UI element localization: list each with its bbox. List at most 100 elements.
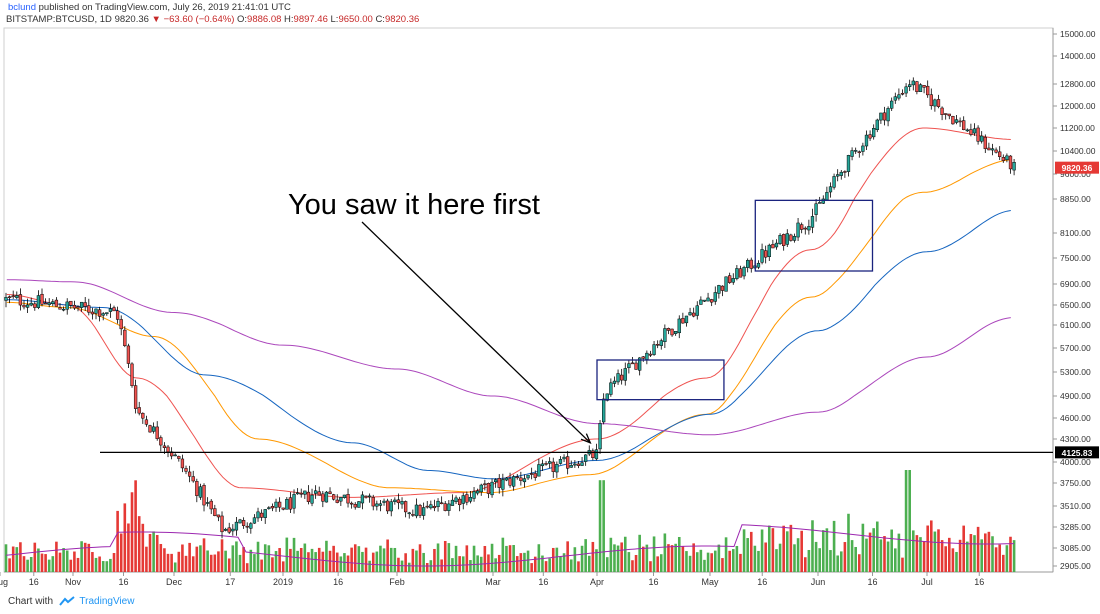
volume-bar <box>879 539 883 572</box>
volume-bar <box>80 541 83 572</box>
candle-body <box>195 481 199 496</box>
candle-body <box>868 134 872 139</box>
candle-body <box>303 490 307 495</box>
candle-body <box>4 297 8 301</box>
volume-bar <box>476 555 479 572</box>
y-tick-label: 4600.00 <box>1060 413 1091 423</box>
volume-bar <box>267 545 271 572</box>
candle-body <box>706 297 710 302</box>
volume-bar <box>537 544 541 572</box>
volume-bar <box>775 549 778 572</box>
volume-bar <box>602 480 605 572</box>
volume-bar <box>659 554 663 572</box>
candle-body <box>785 233 789 245</box>
candle-body <box>342 494 347 498</box>
candle-body <box>900 92 905 95</box>
candle-body <box>245 525 249 528</box>
volume-bar <box>11 546 15 572</box>
volume-bar <box>483 545 487 572</box>
candle-body <box>310 494 314 504</box>
volume-bar <box>638 534 641 572</box>
volume-bar <box>843 542 847 572</box>
volume-bar <box>285 537 289 572</box>
candle-body <box>792 236 797 241</box>
x-tick-label: 16 <box>538 577 548 587</box>
candle-body <box>652 344 656 355</box>
volume-bar <box>577 561 580 572</box>
volume-bar <box>195 546 199 572</box>
volume-bar <box>523 552 526 572</box>
volume-bar <box>821 530 825 572</box>
candle-body <box>475 490 480 494</box>
volume-bar <box>695 552 699 572</box>
y-tick-label: 15000.00 <box>1060 29 1096 39</box>
candle-body <box>879 112 883 121</box>
volume-bar <box>685 551 688 572</box>
candle-body <box>886 108 890 122</box>
volume-bar <box>940 540 944 572</box>
volume-bar <box>166 553 170 572</box>
volume-bar <box>778 543 782 572</box>
tradingview-brand[interactable]: TradingView <box>79 596 135 607</box>
candle-body <box>810 216 815 228</box>
volume-bar <box>937 529 940 572</box>
candle-body <box>580 462 584 466</box>
candle-body <box>710 299 714 303</box>
y-tick-label: 3085.00 <box>1060 543 1091 553</box>
candle-body <box>389 501 393 512</box>
volume-bar <box>1001 554 1005 572</box>
volume-bar <box>854 546 857 572</box>
candle-body <box>612 380 617 384</box>
volume-bar <box>472 545 476 572</box>
volume-bar <box>335 552 339 572</box>
volume-bar <box>8 558 11 572</box>
candle-body <box>738 268 743 278</box>
last-price-tag <box>1055 161 1099 174</box>
candle-body <box>126 345 131 364</box>
volume-bar <box>368 560 371 572</box>
candle-body <box>72 304 77 309</box>
candle-body <box>990 148 995 151</box>
x-tick-label: 16 <box>867 577 877 587</box>
candle-body <box>407 512 411 515</box>
y-tick-label: 8100.00 <box>1060 228 1091 238</box>
y-tick-label: 11200.00 <box>1060 123 1095 133</box>
volume-bar <box>566 541 569 572</box>
volume-bar <box>976 526 980 572</box>
candle-body <box>933 99 937 107</box>
volume-bar <box>400 560 404 572</box>
candle-body <box>778 235 782 245</box>
volume-bar <box>191 556 195 572</box>
volume-bar <box>631 560 634 572</box>
candle-body <box>983 136 987 149</box>
candle-body <box>677 318 681 334</box>
volume-bar <box>785 531 789 572</box>
volume-bar <box>220 539 224 572</box>
volume-bar <box>890 529 893 572</box>
volume-bar <box>217 551 220 572</box>
volume-bar <box>929 520 933 572</box>
candle-body <box>11 295 15 298</box>
volume-bar <box>926 525 929 572</box>
volume-bar <box>803 557 807 572</box>
candle-body <box>944 113 948 115</box>
candle-body <box>141 412 145 419</box>
y-tick-label: 5300.00 <box>1060 367 1091 377</box>
candle-body <box>918 84 923 92</box>
low-value: 9650.00 <box>338 14 373 25</box>
volume-bar <box>717 544 721 572</box>
candle-body <box>836 174 840 177</box>
candle-body <box>249 523 253 529</box>
candle-body <box>555 464 559 473</box>
candle-body <box>385 500 390 512</box>
candle-body <box>414 504 419 517</box>
candle-body <box>749 259 753 269</box>
candle-body <box>439 502 444 505</box>
candle-body <box>252 517 257 524</box>
volume-bar <box>307 552 310 572</box>
candle-body <box>54 299 59 307</box>
price-chart[interactable]: 15000.00 14000.00 12800.00 12000.00 11200.00… <box>0 0 1100 594</box>
volume-bar <box>494 558 497 572</box>
symbol-label[interactable]: BITSTAMP:BTCUSD, 1D <box>6 14 112 25</box>
author-link[interactable]: bclund <box>8 2 36 13</box>
